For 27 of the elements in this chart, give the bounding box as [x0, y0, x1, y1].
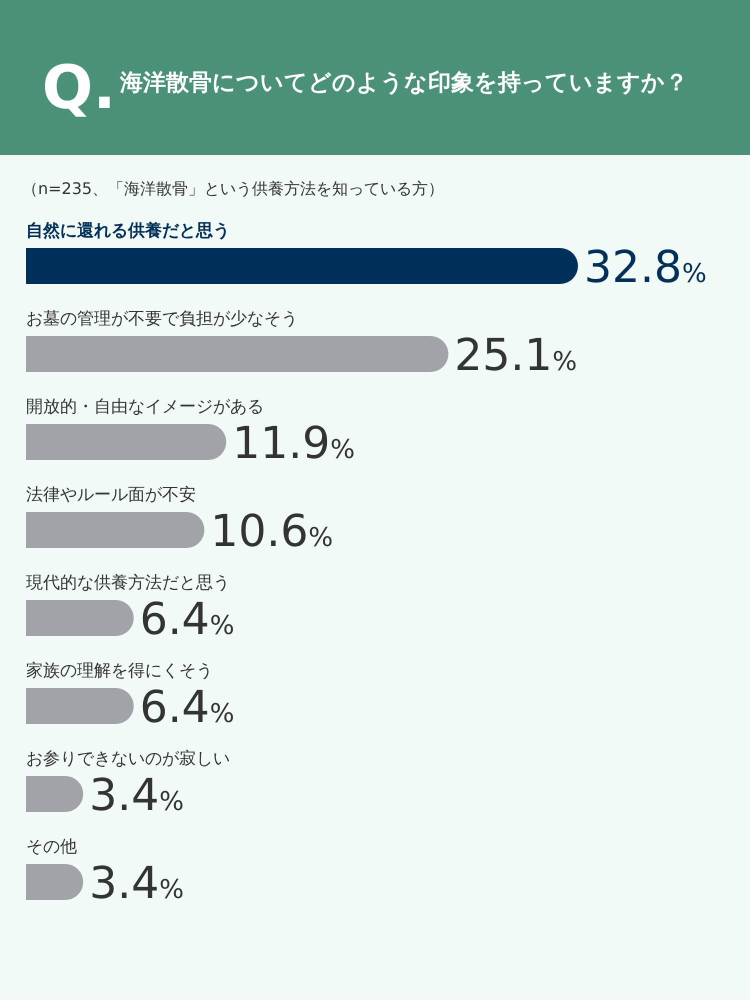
data-label: 3.4%: [89, 770, 184, 821]
data-label: 32.8%: [584, 242, 707, 293]
y-tick-label: 現代的な供養方法だと思う: [26, 573, 230, 593]
y-tick-label: 自然に還れる供養だと思う: [26, 221, 230, 241]
bar: [26, 600, 134, 636]
bar: [26, 776, 84, 812]
chart-title: 海洋散骨についてどのような印象を持っていますか？: [119, 70, 688, 96]
y-tick-label: その他: [26, 837, 77, 857]
data-label: 3.4%: [89, 858, 184, 909]
data-label: 6.4%: [140, 594, 234, 645]
bar: [26, 424, 226, 460]
data-label: 10.6%: [210, 506, 334, 557]
data-label: 11.9%: [232, 418, 355, 469]
data-label: 6.4%: [140, 682, 234, 733]
text: Q.: [42, 53, 116, 123]
bar: [26, 336, 448, 372]
y-tick-label: 開放的・自由なイメージがある: [26, 397, 264, 417]
bar: [26, 864, 84, 900]
y-tick-label: 家族の理解を得にくそう: [26, 661, 213, 681]
y-tick-label: お墓の管理が不要で負担が少なそう: [26, 309, 298, 329]
data-label: 25.1%: [454, 330, 578, 381]
chart-subtitle: （n=235、「海洋散骨」という供養方法を知っている方）: [22, 179, 444, 198]
y-tick-label: お参りできないのが寂しい: [26, 749, 230, 769]
bar: [26, 512, 204, 548]
bar: [26, 688, 134, 724]
bar: [26, 248, 578, 284]
y-tick-label: 法律やルール面が不安: [26, 485, 196, 505]
